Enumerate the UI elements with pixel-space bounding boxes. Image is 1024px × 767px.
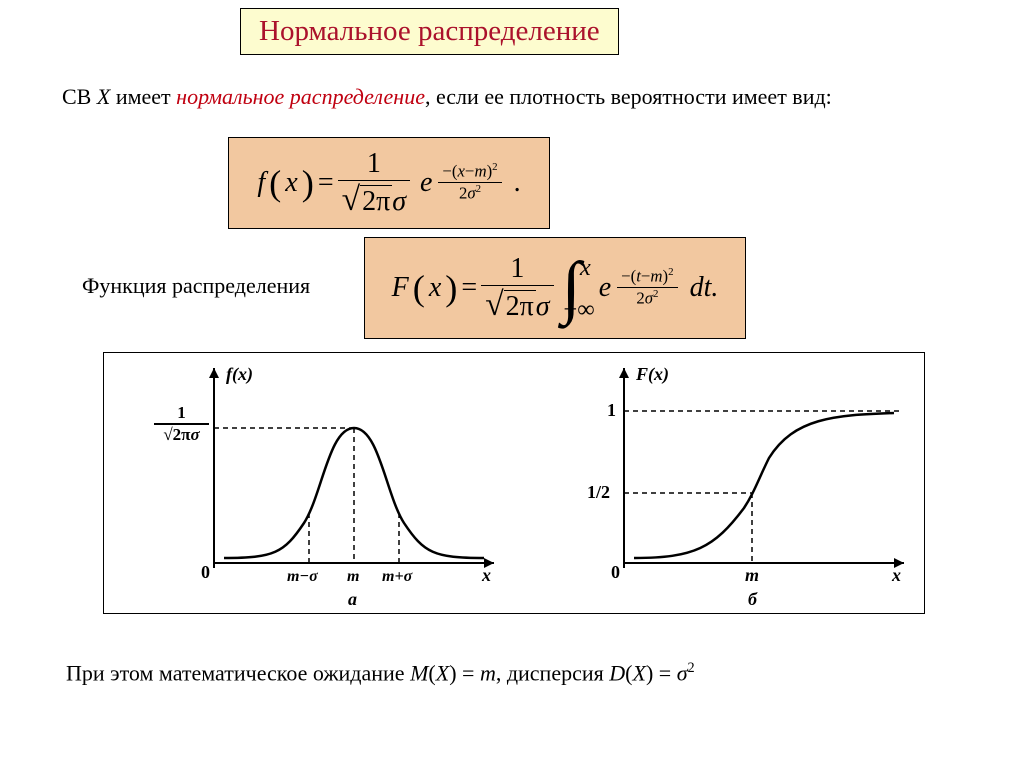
intro-term: нормальное распределение [176,84,425,109]
cdf-origin: 0 [611,562,620,582]
mean-lhs: M [410,660,428,685]
cdf-chart: F(x) 1 1/2 0 m x б [587,364,904,609]
ytick-sqrt-icon: √ [163,425,172,444]
mean-comma: , [496,660,502,685]
cdf-e: e [599,272,611,304]
cdf-arg: x [429,272,441,304]
int-upper: x [580,258,591,278]
pdf-2pi: 2π [360,185,392,217]
cdf-caption: б [748,589,758,609]
pdf-num: 1 [338,148,410,181]
expden-sq: 2 [476,183,481,195]
pdf-formula-box: f(x) = 1 √2π σ e −(x−m)2 2σ2 . [228,137,550,229]
cdf-eq: = [461,272,477,304]
intro-var: X [97,84,110,109]
pdf-eq: = [318,167,334,199]
charts-svg: f(x) 0 x m−σ m m+σ а 1 √2πσ [104,353,924,613]
cexpden-sq: 2 [653,288,658,300]
intro-prefix: СВ [62,84,97,109]
mean-eq: = [457,660,480,685]
pdf-xtick-0: m−σ [287,568,318,585]
var-lhs: D [609,660,625,685]
bottom-text2: дисперсия [507,660,609,685]
charts-panel: f(x) 0 x m−σ m m+σ а 1 √2πσ [103,352,925,614]
pdf-origin: 0 [201,562,210,582]
ytick-sigma: σ [191,425,200,444]
exp-minus-open: −( [442,162,457,181]
int-lower: −∞ [563,300,594,320]
pdf-ylabel: f(x) [226,364,253,385]
pdf-exponent: −(x−m)2 2σ2 [438,161,501,203]
pdf-sigma: σ [392,186,406,217]
bottom-paragraph: При этом математическое ожидание M(X) = … [66,660,966,686]
intro-mid: имеет [110,84,176,109]
cdf-sigma: σ [536,291,550,322]
cdf-ytick-half: 1/2 [587,482,610,502]
var-eq: = [653,660,676,685]
cdf-num: 1 [481,253,553,286]
cexp-sq: 2 [668,266,673,278]
cdf-ylabel: F(x) [635,364,669,385]
cdf-dt: dt. [690,272,719,304]
cexp-minus: − [641,267,650,286]
mean-rhs: m [480,660,496,685]
cdf-ytick-1: 1 [607,400,616,420]
cdf-xlabel: x [891,565,901,585]
var-exp: 2 [688,660,695,676]
sqrt-icon: √ [342,181,360,218]
pdf-xtick-1: m [347,568,359,585]
pdf-dot: . [514,167,521,199]
mean-arg: X [436,660,449,685]
dist-func-label: Функция распределения [82,273,310,299]
cdf-fraction: 1 √2π σ [481,253,553,324]
cdf-exponent: −(t−m)2 2σ2 [617,266,677,308]
pdf-chart: f(x) 0 x m−σ m m+σ а [201,364,494,609]
sqrt-icon-2: √ [485,286,503,323]
cdf-2pi: 2π [504,290,536,322]
pdf-den: √2π σ [338,181,410,219]
ytick-2pi: 2π [173,423,191,444]
intro-suffix: , если ее плотность вероятности имеет ви… [425,84,832,109]
cdf-xtick: m [745,565,759,585]
pdf-e: e [420,167,432,199]
title-text: Нормальное распределение [259,15,600,47]
cdf-formula-box: F(x) = 1 √2π σ ∫ x −∞ e −(t−m)2 2σ2 [364,237,746,339]
expden-sigma: σ [467,183,475,202]
exp-x: x [458,162,465,181]
bottom-text1: При этом математическое ожидание [66,660,410,685]
pdf-lhs: f [257,167,265,199]
cexp-m: m [650,267,662,286]
var-arg: X [632,660,645,685]
pdf-xtick-2: m+σ [382,568,413,585]
cexpden-2: 2 [636,288,644,307]
pdf-caption: а [348,589,357,609]
cdf-lhs: F [392,272,409,304]
var-rhs: σ [677,660,688,685]
cdf-den: √2π σ [481,286,553,324]
cexp-minus-open: −( [621,267,636,286]
pdf-fraction: 1 √2π σ [338,148,410,219]
intro-paragraph: СВ X имеет нормальное распределение, есл… [62,82,942,112]
integral-icon: ∫ x −∞ [562,260,581,316]
title-box: Нормальное распределение [240,8,619,55]
pdf-xlabel: x [481,565,491,585]
exp-m: m [474,162,486,181]
pdf-arg: x [285,167,297,199]
exp-sq: 2 [492,161,497,173]
cexpden-sigma: σ [645,288,653,307]
ytick-num: 1 [154,403,209,425]
